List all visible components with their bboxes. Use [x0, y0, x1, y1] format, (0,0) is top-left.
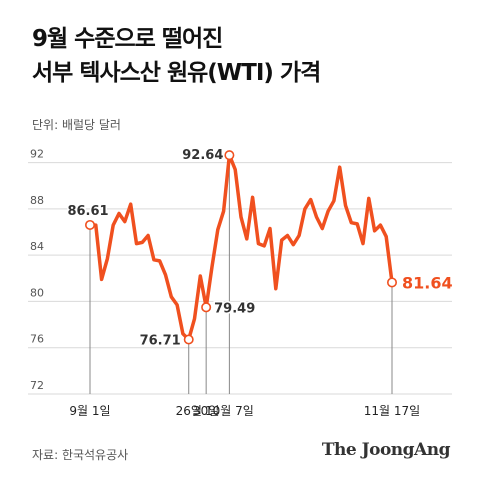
title-line-1: 9월 수준으로 떨어진 [32, 26, 223, 52]
y-tick-label: 92 [30, 148, 44, 161]
data-point-marker [85, 219, 96, 230]
x-tick-label: 11월 17일 [364, 404, 420, 418]
x-tick-label: 30일 [193, 404, 219, 418]
data-label: 81.64 [402, 273, 453, 292]
y-tick-label: 88 [30, 194, 44, 207]
source-note: 자료: 한국석유공사 [32, 448, 129, 462]
series-line [88, 153, 394, 342]
data-point-marker [386, 277, 397, 288]
grid-lines [28, 162, 452, 395]
y-tick-label: 76 [30, 333, 44, 346]
data-label: 79.49 [214, 301, 255, 316]
data-point-marker [183, 334, 194, 345]
annotation-value-labels: 86.61 76.71 79.49 92.64 81.64 [66, 147, 454, 350]
data-label: 92.64 [182, 148, 223, 163]
data-label: 86.61 [67, 204, 108, 219]
data-point-marker [201, 302, 212, 313]
x-tick-label: 9월 1일 [69, 404, 110, 418]
unit-label: 단위: 배럴당 달러 [32, 118, 121, 132]
title-line-2: 서부 텍사스산 원유(WTI) 가격 [32, 60, 321, 86]
y-tick-label: 80 [30, 286, 44, 299]
brand-logo: The JoongAng [321, 440, 451, 460]
data-label: 76.71 [140, 333, 181, 348]
x-tick-label: 26일 [176, 404, 202, 418]
y-tick-label: 72 [30, 379, 44, 392]
chart-title: 9월 수준으로 떨어진 서부 텍사스산 원유(WTI) 가격 [32, 22, 321, 90]
series-line-layer [88, 153, 394, 342]
annotation-markers [85, 150, 397, 345]
y-tick-label: 84 [30, 240, 44, 253]
annotation-drop-lines [89, 155, 393, 394]
data-point-marker [224, 150, 235, 161]
x-tick-label: 10월 7일 [205, 404, 254, 418]
y-axis-tick-labels: 72 76 80 84 88 92 [30, 148, 44, 392]
